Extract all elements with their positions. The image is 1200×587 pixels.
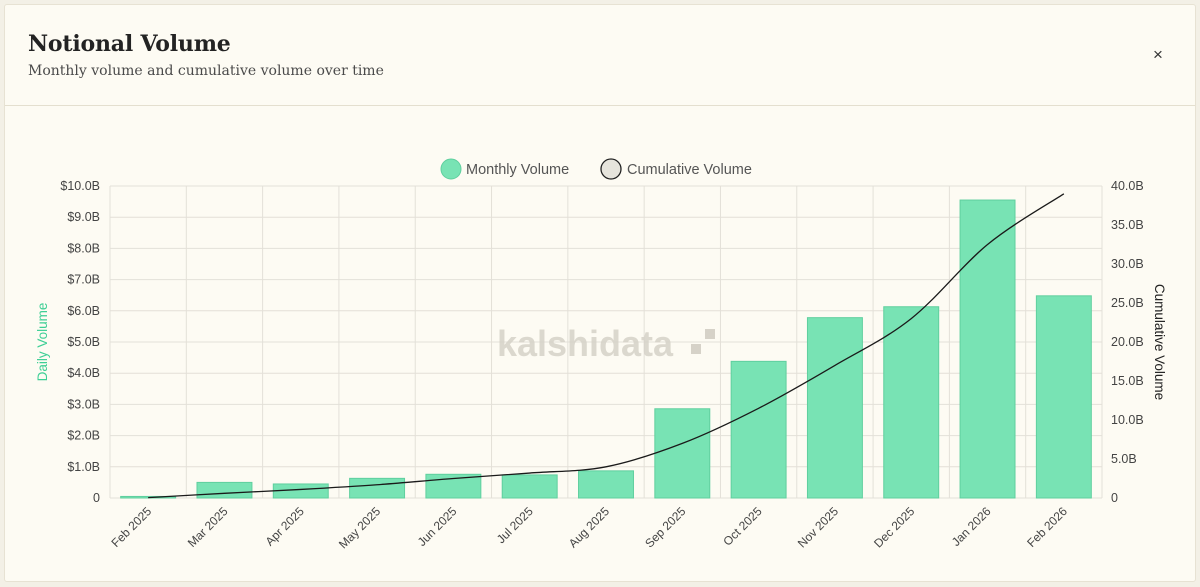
y-left-tick-label: $4.0B (67, 366, 100, 380)
y-left-tick-label: $5.0B (67, 335, 100, 349)
watermark-text: kalshidata (497, 323, 674, 364)
y-left-tick-label: $8.0B (67, 241, 100, 255)
chart-modal: Notional Volume Monthly volume and cumul… (4, 4, 1196, 582)
y-left-tick-label: $3.0B (67, 397, 100, 411)
modal-header: Notional Volume Monthly volume and cumul… (5, 5, 1195, 106)
bar-monthly-volume (959, 199, 1016, 499)
y-left-tick-label: $9.0B (67, 210, 100, 224)
y-right-tick-label: 20.0B (1111, 335, 1144, 349)
chart-area: kalshidata 0 $1.0B $2.0B $3.0B $4.0B $5.0B $6.0… (5, 106, 1195, 581)
bar-monthly-volume (883, 306, 940, 499)
legend-label-monthly-volume: Monthly Volume (466, 162, 569, 178)
x-tick-label: Sep 2025 (642, 504, 688, 550)
chart-title: Notional Volume (28, 31, 231, 57)
x-tick-label: Jan 2026 (949, 504, 994, 549)
y-right-tick-label: 10.0B (1111, 413, 1144, 427)
x-tick-label: Dec 2025 (871, 504, 917, 550)
y-left-tick-label: $7.0B (67, 273, 100, 287)
y-right-axis-title: Cumulative Volume (1152, 284, 1167, 400)
close-icon[interactable]: × (1153, 45, 1163, 64)
y-right-tick-label: 0 (1111, 491, 1118, 505)
bar-monthly-volume (730, 360, 787, 499)
bar-monthly-volume (578, 470, 634, 499)
bar-monthly-volume (654, 408, 711, 499)
watermark-logo-mark (705, 329, 715, 339)
y-right-tick-label: 30.0B (1111, 257, 1144, 271)
bar-monthly-volume (349, 477, 406, 499)
x-tick-label: Nov 2025 (795, 504, 841, 550)
bar-monthly-volume (501, 474, 558, 499)
y-right-tick-label: 5.0B (1111, 452, 1137, 466)
x-tick-label: Jun 2025 (415, 504, 460, 549)
bar-monthly-volume (806, 317, 863, 499)
bar-monthly-volume (196, 481, 253, 499)
legend-label-cumulative-volume: Cumulative Volume (627, 162, 752, 178)
bar-monthly-volume (425, 473, 482, 499)
y-left-tick-label: $2.0B (67, 429, 100, 443)
bar-monthly-volume (1035, 295, 1092, 499)
y-right-tick-label: 25.0B (1111, 296, 1144, 310)
watermark-logo-mark (691, 344, 701, 354)
y-right-tick-label: 15.0B (1111, 374, 1144, 388)
legend-marker-cumulative-volume (600, 158, 622, 180)
x-tick-label: Feb 2025 (109, 504, 155, 550)
y-left-tick-label: $1.0B (67, 460, 100, 474)
x-tick-label: Oct 2025 (720, 504, 765, 549)
y-left-axis-title: Daily Volume (35, 303, 50, 382)
x-tick-label: Feb 2026 (1024, 504, 1070, 550)
x-tick-label: Aug 2025 (566, 504, 612, 550)
y-left-tick-label: $10.0B (60, 179, 100, 193)
y-right-tick-label: 35.0B (1111, 218, 1144, 232)
chart-subtitle: Monthly volume and cumulative volume ove… (28, 63, 384, 79)
y-right-tick-label: 40.0B (1111, 179, 1144, 193)
x-tick-label: Apr 2025 (263, 504, 308, 549)
y-left-tick-label: $6.0B (67, 304, 100, 318)
line-cumulative-volume (148, 193, 1065, 499)
legend-marker-monthly-volume (440, 158, 462, 180)
volume-chart: kalshidata 0 $1.0B $2.0B $3.0B $4.0B $5.0B $6.0… (35, 158, 1167, 551)
x-tick-label: May 2025 (336, 504, 383, 551)
y-left-tick-label: 0 (93, 491, 100, 505)
x-tick-label: Jul 2025 (494, 504, 536, 546)
x-tick-label: Mar 2025 (185, 504, 231, 550)
